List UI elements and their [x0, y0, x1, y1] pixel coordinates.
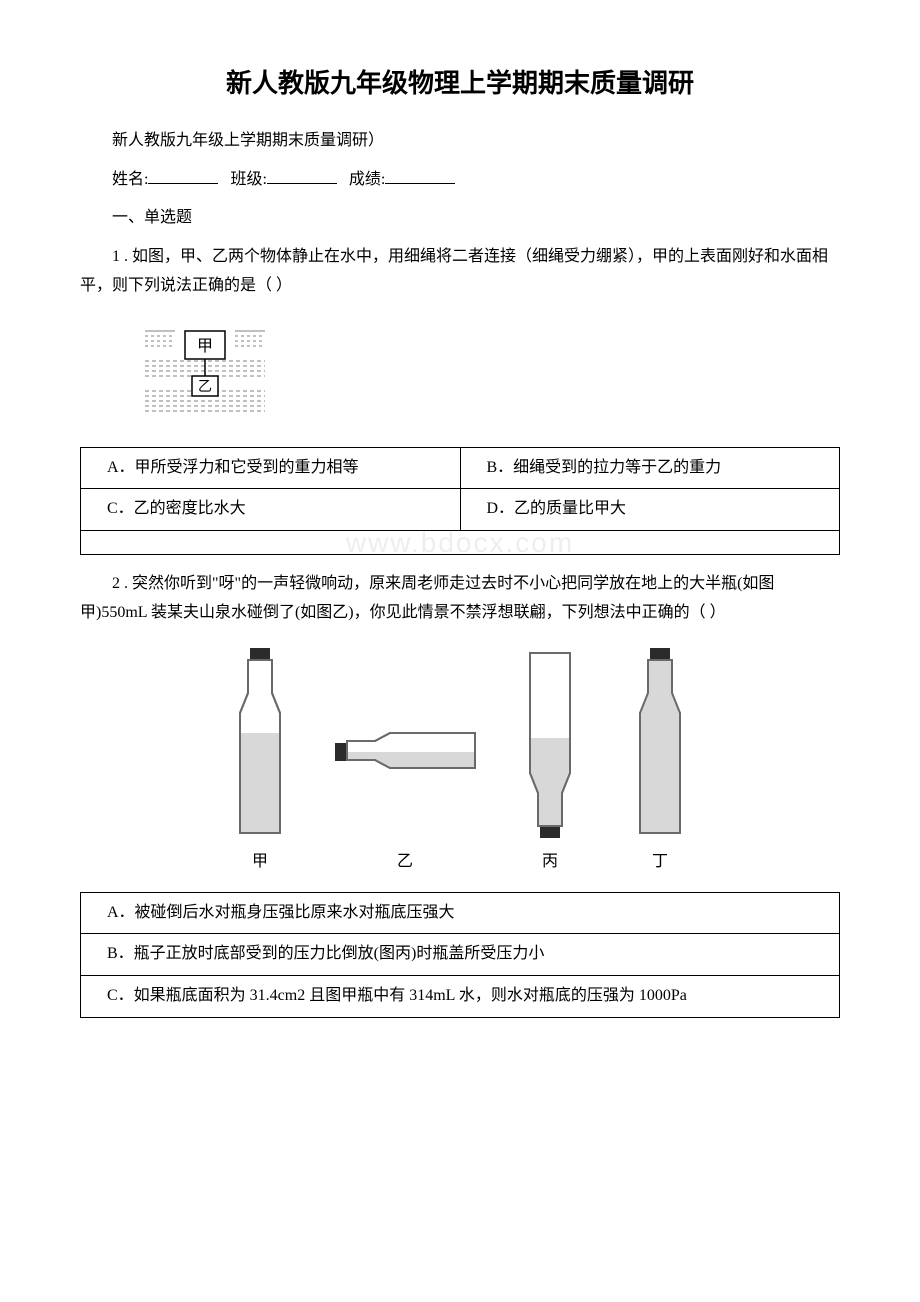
q2-label-d: 丁: [620, 848, 700, 877]
q1-box1-label: 甲: [197, 338, 213, 355]
q2-label-b: 乙: [330, 848, 480, 877]
q2-label-a: 甲: [220, 848, 300, 877]
name-blank[interactable]: [148, 168, 218, 184]
question-2-figure-labels: 甲 乙 丙 丁: [80, 848, 840, 877]
score-label: 成绩:: [349, 171, 385, 188]
name-label: 姓名:: [112, 171, 148, 188]
watermark: www.bdocx.com: [346, 517, 574, 567]
class-label: 班级:: [230, 171, 266, 188]
q2-option-b[interactable]: B．瓶子正放时底部受到的压力比倒放(图丙)时瓶盖所受压力小: [81, 934, 840, 976]
subtitle: 新人教版九年级上学期期末质量调研）: [80, 127, 840, 156]
score-blank[interactable]: [385, 168, 455, 184]
question-1-options: A．甲所受浮力和它受到的重力相等 B．细绳受到的拉力等于乙的重力 C．乙的密度比…: [80, 447, 840, 556]
question-2-figure: [80, 643, 840, 843]
q1-box2-label: 乙: [198, 379, 212, 395]
question-2-options: A．被碰倒后水对瓶身压强比原来水对瓶底压强大 B．瓶子正放时底部受到的压力比倒放…: [80, 892, 840, 1018]
question-2-text: 2 . 突然你听到"呀"的一声轻微响动，原来周老师走过去时不小心把同学放在地上的…: [80, 570, 840, 628]
q1-option-b[interactable]: B．细绳受到的拉力等于乙的重力: [460, 447, 840, 489]
q2-option-c[interactable]: C．如果瓶底面积为 31.4cm2 且图甲瓶中有 314mL 水，则水对瓶底的压…: [81, 976, 840, 1018]
question-1-figure: 甲 乙: [140, 311, 840, 432]
watermark-row: www.bdocx.com: [81, 531, 840, 555]
q2-option-a[interactable]: A．被碰倒后水对瓶身压强比原来水对瓶底压强大: [81, 892, 840, 934]
page-title: 新人教版九年级物理上学期期末质量调研: [80, 60, 840, 107]
student-info: 姓名: 班级: 成绩:: [80, 166, 840, 195]
q2-label-c: 丙: [510, 848, 590, 877]
section-heading: 一、单选题: [80, 204, 840, 233]
question-1-text: 1 . 如图，甲、乙两个物体静止在水中，用细绳将二者连接（细绳受力绷紧），甲的上…: [80, 243, 840, 301]
q1-option-a[interactable]: A．甲所受浮力和它受到的重力相等: [81, 447, 461, 489]
class-blank[interactable]: [267, 168, 337, 184]
